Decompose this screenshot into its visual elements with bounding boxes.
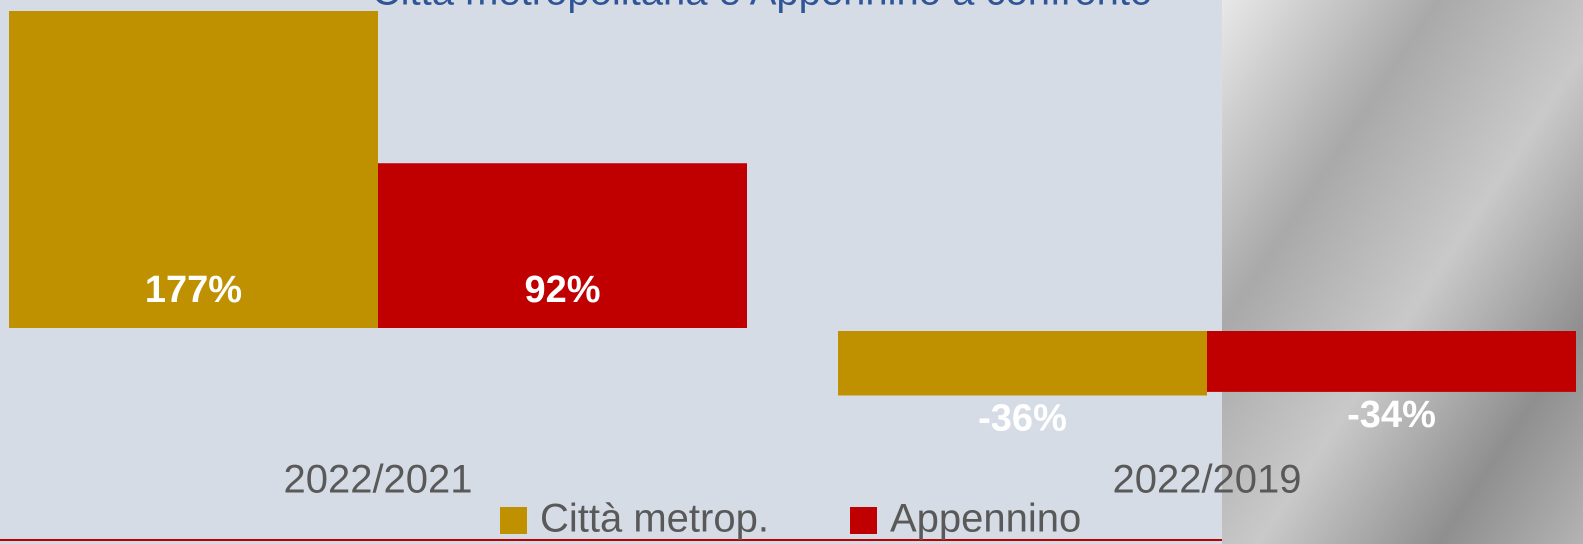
data-label: -36% [978, 398, 1067, 440]
data-label: -34% [1347, 394, 1436, 436]
x-tick-label: 2022/2021 [283, 458, 472, 502]
chart-title: Città metropolitana e Appennino a confro… [372, 0, 1153, 14]
bar [838, 331, 1207, 396]
data-label: 92% [524, 269, 600, 311]
legend-swatch [500, 507, 527, 534]
x-tick-label: 2022/2019 [1112, 458, 1301, 502]
legend-swatch [850, 507, 877, 534]
bar [378, 163, 747, 328]
bar [1207, 331, 1576, 392]
data-label: 177% [145, 269, 242, 311]
legend-label: Città metrop. [540, 497, 769, 541]
bar [9, 11, 378, 328]
legend-label: Appennino [890, 497, 1081, 541]
photo-background [1222, 0, 1583, 544]
